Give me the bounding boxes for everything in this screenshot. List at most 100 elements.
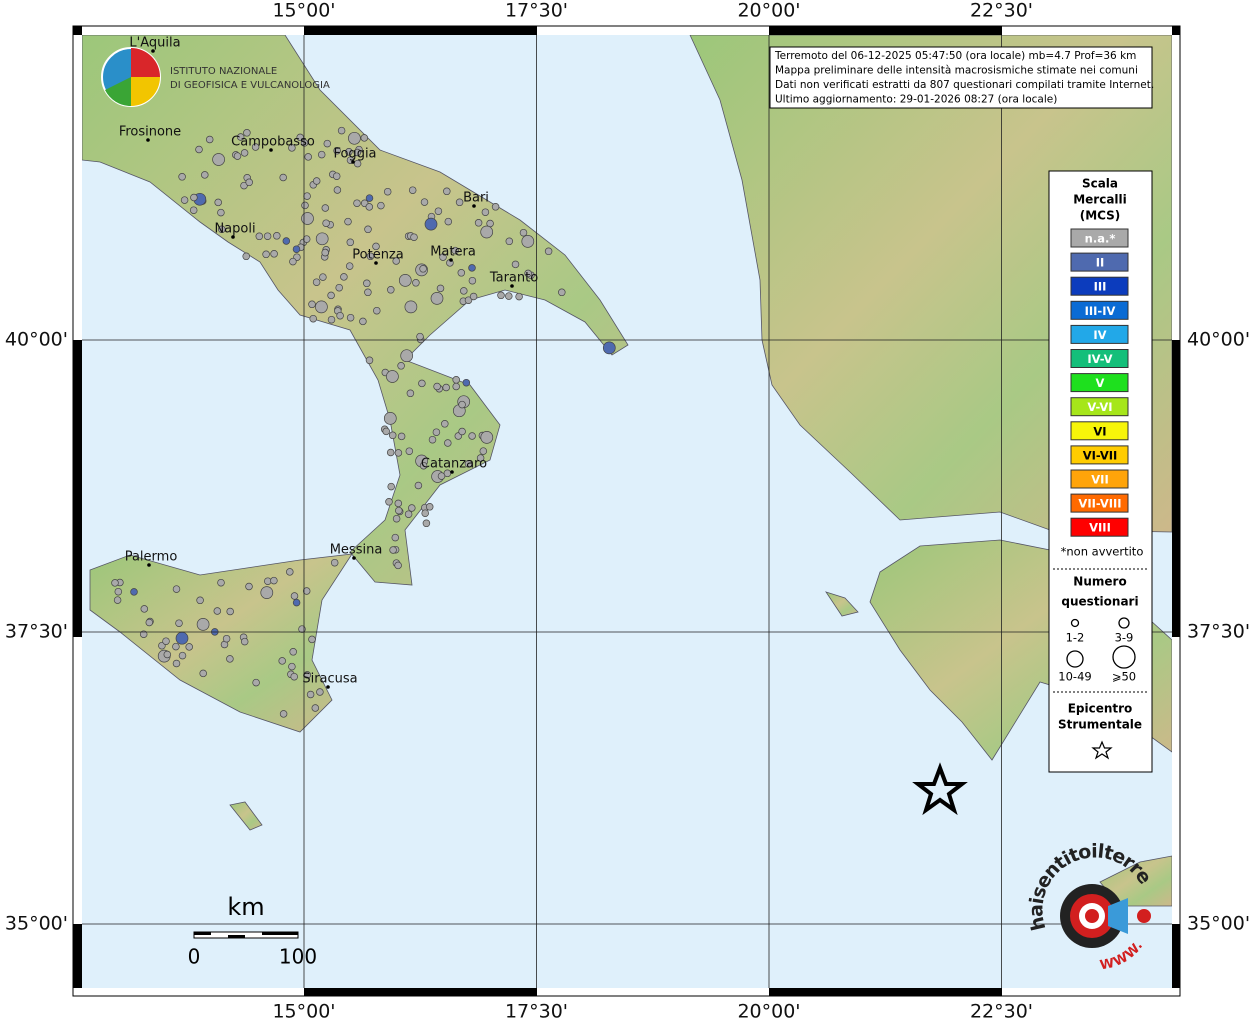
point (348, 131, 361, 145)
point (113, 596, 122, 604)
point (264, 577, 272, 585)
point (388, 431, 397, 440)
city-label: Catanzaro (421, 457, 487, 472)
lon-label: 20°00' (737, 1001, 800, 1023)
point (457, 269, 466, 277)
point (420, 198, 429, 206)
point (389, 546, 397, 554)
point (476, 454, 485, 462)
legend-note: *non avvertito (1061, 545, 1144, 559)
point (312, 278, 321, 286)
point (111, 579, 119, 587)
point (444, 439, 452, 447)
point (434, 207, 443, 215)
lon-label: 22°30' (970, 0, 1033, 22)
point (410, 233, 418, 241)
point (387, 482, 395, 491)
scale-unit: km (227, 893, 264, 921)
land-island (825, 591, 859, 617)
point (344, 217, 352, 226)
point (373, 306, 381, 315)
point (451, 246, 459, 255)
point (114, 587, 123, 596)
point (172, 659, 181, 668)
point (425, 503, 434, 511)
point (366, 252, 375, 261)
point (464, 460, 473, 468)
point (139, 630, 148, 638)
point (321, 248, 329, 257)
land-italy (82, 35, 629, 586)
info-box (769, 46, 1153, 109)
point (243, 129, 251, 137)
point (491, 203, 500, 211)
point (303, 192, 311, 200)
point (377, 201, 385, 210)
point (212, 153, 225, 166)
city-dot (151, 49, 155, 53)
city-label: Taranto (489, 271, 538, 286)
size-label: 3-9 (1115, 631, 1134, 645)
lon-label: 17°30' (505, 0, 568, 22)
point (353, 199, 361, 207)
cities: L'Aquila Frosinone Campobasso Foggia Bari Nap… (119, 36, 538, 689)
point (217, 578, 225, 587)
city-dot (449, 258, 453, 262)
point (462, 378, 471, 387)
point (433, 382, 441, 391)
point (263, 232, 272, 240)
point (196, 596, 204, 605)
info-line: Ultimo aggiornamento: 29-01-2026 08:27 (… (775, 94, 1057, 106)
point (195, 145, 203, 154)
point (432, 428, 441, 436)
size-sample (1112, 645, 1136, 669)
point (279, 173, 287, 182)
point (346, 238, 355, 247)
legend-label: III-IV (1085, 304, 1116, 318)
info-line: Dati non verificati estratti da 807 ques… (775, 79, 1154, 91)
point (414, 481, 423, 490)
city-label: Campobasso (231, 135, 315, 150)
point (199, 669, 207, 678)
point (140, 605, 149, 613)
point (178, 651, 187, 660)
point (327, 291, 335, 300)
legend-title: (MCS) (1080, 209, 1121, 223)
point (452, 382, 460, 391)
lat-label: 35°00' (5, 913, 68, 935)
point (245, 178, 253, 187)
point (398, 274, 412, 287)
city-dot (450, 470, 454, 474)
point (391, 533, 400, 542)
point (308, 635, 316, 644)
point (480, 431, 494, 444)
point (322, 219, 330, 227)
point (185, 643, 193, 651)
lon-label: 17°30' (505, 1001, 568, 1023)
point (428, 435, 437, 444)
point (442, 383, 450, 392)
point (309, 314, 317, 323)
legend-swatch (1070, 445, 1129, 465)
point (408, 186, 417, 194)
point (394, 449, 403, 457)
point (255, 232, 264, 241)
point (335, 283, 343, 292)
legend-title: questionari (1061, 595, 1138, 609)
point (468, 276, 477, 285)
point (405, 447, 414, 455)
point (481, 208, 490, 216)
point (505, 237, 514, 246)
legend-swatch (1070, 373, 1129, 393)
size-label: ⩾50 (1112, 670, 1136, 684)
point (365, 203, 374, 211)
size-label: 10-49 (1058, 670, 1091, 684)
point (321, 204, 330, 212)
city-dot (351, 160, 355, 164)
point (332, 172, 341, 180)
border-bars (73, 26, 1180, 996)
lat-label: 37°30' (5, 621, 68, 643)
point (226, 607, 234, 616)
point (430, 292, 444, 305)
point (439, 253, 447, 261)
